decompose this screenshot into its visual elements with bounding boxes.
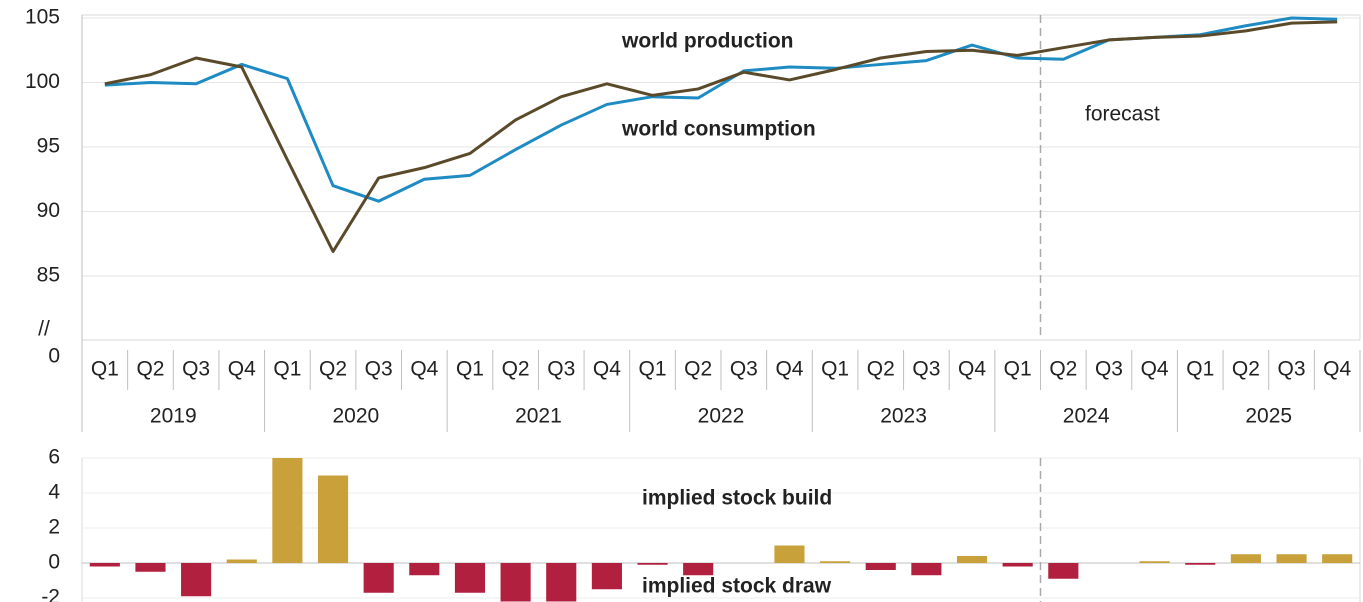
x-tick-label: Q2 [136,358,164,381]
x-tick-label: Q2 [502,358,530,381]
x-tick-label: Q2 [319,358,347,381]
bar [820,561,851,563]
x-tick-label: Q1 [1186,358,1214,381]
bar [1276,554,1307,563]
y-tick-label: -2 [41,586,60,602]
bar [1322,554,1353,563]
y-tick-label: 95 [37,135,60,158]
bar [1185,563,1216,565]
bar [637,563,668,565]
x-tick-label: Q4 [775,358,803,381]
series-label: world production [621,30,793,53]
bar [865,563,896,570]
bar [272,458,303,563]
x-tick-label: Q3 [912,358,940,381]
x-tick-label: Q2 [867,358,895,381]
y-tick-label: 6 [48,446,60,469]
bar [774,545,805,563]
series-label: world consumption [621,118,816,141]
annotation: forecast [1085,103,1160,126]
x-tick-label: Q4 [1323,358,1351,381]
x-tick-label: Q1 [1004,358,1032,381]
bar [1230,554,1261,563]
bar [956,556,988,563]
x-tick-label: Q4 [410,358,438,381]
x-tick-label: Q2 [1232,358,1260,381]
plot-area [81,14,1361,341]
x-tick-label: Q4 [593,358,621,381]
annotation: implied stock draw [642,575,832,598]
year-label: 2023 [880,405,927,428]
bar [409,563,440,576]
y-tick-label: 90 [37,199,60,222]
bar [546,563,577,602]
year-label: 2022 [698,405,745,428]
x-tick-label: Q3 [1095,358,1123,381]
x-tick-label: Q4 [1141,358,1169,381]
year-label: 2024 [1063,405,1110,428]
bar [683,563,714,576]
y-tick-label: 2 [48,516,60,539]
y-tick-label: 105 [25,6,60,29]
x-tick-label: Q1 [273,358,301,381]
x-tick-label: Q3 [730,358,758,381]
x-tick-label: Q1 [639,358,667,381]
x-tick-label: Q1 [456,358,484,381]
y-tick-label: 85 [37,264,60,287]
annotation: implied stock build [642,487,832,510]
x-tick-label: Q3 [547,358,575,381]
year-label: 2021 [515,405,562,428]
bar [89,563,120,567]
bar [454,563,486,593]
bar [181,563,212,597]
year-label: 2019 [150,405,197,428]
y-tick-label: 0 [48,551,60,574]
y-tick-label: 4 [48,481,60,504]
bar [500,563,531,602]
bar [363,563,394,593]
x-tick-label: Q3 [182,358,210,381]
bar [226,559,257,563]
year-label: 2025 [1245,405,1292,428]
x-tick-label: Q4 [958,358,986,381]
bar [1139,561,1170,563]
axis-break: // [38,318,50,341]
y-tick-label: 0 [48,345,60,368]
x-tick-label: Q3 [365,358,393,381]
bar [1048,563,1079,579]
x-tick-label: Q2 [1049,358,1077,381]
x-tick-label: Q3 [1278,358,1306,381]
x-tick-label: Q1 [91,358,119,381]
year-label: 2020 [332,405,379,428]
y-tick-label: 100 [25,70,60,93]
series-line [104,20,1338,253]
bar [317,475,349,563]
x-tick-label: Q2 [684,358,712,381]
x-tick-label: Q1 [821,358,849,381]
bar [1002,563,1033,567]
x-tick-label: Q4 [228,358,256,381]
bar [135,563,166,572]
bar [591,563,622,590]
bar [911,563,942,576]
